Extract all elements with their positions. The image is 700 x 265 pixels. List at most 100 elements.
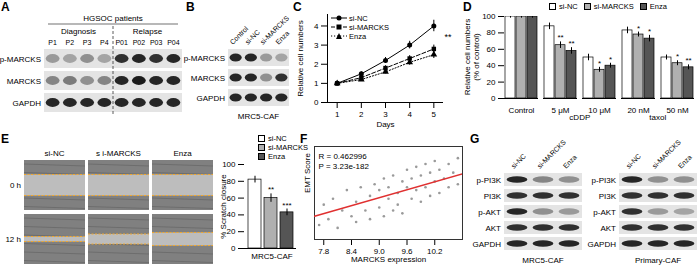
svg-text:3: 3: [383, 110, 388, 119]
svg-text:GAPDH: GAPDH: [13, 99, 42, 108]
svg-text:12 h: 12 h: [5, 235, 21, 244]
svg-text:si-NC: si-NC: [244, 28, 261, 45]
svg-text:P3: P3: [83, 39, 92, 46]
svg-text:AKT: AKT: [485, 224, 501, 233]
svg-text:*: *: [637, 24, 640, 33]
svg-text:0: 0: [491, 94, 496, 103]
svg-text:si-MARCKS: si-MARCKS: [650, 138, 683, 170]
svg-text:GAPDH: GAPDH: [473, 240, 502, 249]
svg-text:20: 20: [226, 227, 236, 237]
svg-text:**: **: [685, 56, 691, 65]
svg-text:*: *: [609, 55, 612, 64]
svg-text:si-NC: si-NC: [625, 152, 642, 169]
svg-text:10.2: 10.2: [427, 247, 443, 256]
svg-text:**: **: [568, 39, 574, 48]
svg-text:Days: Days: [376, 120, 394, 129]
svg-text:GAPDH: GAPDH: [588, 240, 617, 249]
svg-text:Relapse: Relapse: [133, 27, 163, 36]
svg-text:(% of control): (% of control): [472, 33, 481, 81]
svg-text:P02: P02: [133, 39, 146, 46]
svg-text:EMT Score: EMT Score: [303, 153, 312, 193]
svg-text:Enza: Enza: [173, 149, 192, 158]
svg-text:*: *: [598, 59, 601, 68]
svg-text:HGSOC patients: HGSOC patients: [83, 14, 143, 23]
svg-text:Control: Control: [228, 24, 250, 46]
svg-text:Control: Control: [509, 106, 535, 115]
svg-text:*: *: [676, 52, 679, 61]
svg-text:si-NC: si-NC: [45, 149, 65, 158]
svg-text:p-AKT: p-AKT: [478, 208, 501, 217]
svg-text:Relative cell numbers: Relative cell numbers: [296, 20, 305, 96]
svg-text:Diagnosis: Diagnosis: [61, 27, 96, 36]
svg-text:4: 4: [407, 110, 412, 119]
svg-text:p-AKT: p-AKT: [593, 208, 616, 217]
svg-text:p-PI3K: p-PI3K: [477, 176, 502, 185]
svg-text:MARCKS expression: MARCKS expression: [351, 255, 426, 264]
svg-text:p-PI3K: p-PI3K: [592, 176, 617, 185]
svg-text:5 μM: 5 μM: [552, 106, 570, 115]
svg-text:MRC5-CAF: MRC5-CAF: [238, 112, 279, 121]
svg-text:60: 60: [226, 193, 236, 203]
svg-text:50 nM: 50 nM: [666, 106, 689, 115]
svg-text:0: 0: [231, 244, 236, 253]
svg-text:si-MARCKS: si-MARCKS: [259, 14, 291, 46]
svg-text:PI3K: PI3K: [484, 192, 502, 201]
svg-text:10 μM: 10 μM: [588, 106, 611, 115]
svg-text:2: 2: [359, 110, 364, 119]
svg-text:20: 20: [487, 78, 496, 87]
svg-text:AKT: AKT: [600, 224, 616, 233]
svg-text:1: 1: [314, 79, 319, 88]
svg-text:taxol: taxol: [649, 113, 666, 122]
svg-text:p-MARCKS: p-MARCKS: [0, 55, 41, 64]
svg-text:40: 40: [487, 61, 496, 70]
svg-text:9.0: 9.0: [373, 247, 385, 257]
svg-text:2: 2: [314, 60, 319, 69]
svg-text:80: 80: [487, 28, 496, 37]
svg-text:PI3K: PI3K: [599, 192, 617, 201]
svg-text:P4: P4: [100, 39, 109, 46]
svg-text:P = 3.23e-182: P = 3.23e-182: [319, 162, 370, 171]
svg-text:p-MARCKS: p-MARCKS: [184, 54, 225, 63]
svg-text:***: ***: [282, 201, 291, 210]
svg-text:P01: P01: [115, 39, 128, 46]
svg-text:% Scratch closure: % Scratch closure: [219, 174, 228, 239]
svg-text:MRC5-CAF: MRC5-CAF: [522, 256, 563, 265]
svg-text:R = 0.462996: R = 0.462996: [319, 152, 368, 161]
svg-text:8.4: 8.4: [345, 247, 358, 257]
svg-text:P2: P2: [66, 39, 75, 46]
html-text:G: G: [470, 132, 480, 146]
svg-text:40: 40: [226, 210, 236, 220]
svg-text:si-NC: si-NC: [510, 152, 527, 169]
svg-text:MARCKS: MARCKS: [191, 74, 225, 83]
svg-text:Primary-CAF: Primary-CAF: [635, 256, 681, 265]
svg-text:5: 5: [432, 110, 437, 119]
svg-text:**: **: [268, 185, 274, 194]
svg-text:si-MARCKS: si-MARCKS: [535, 138, 568, 170]
svg-text:Relative cell numbers: Relative cell numbers: [463, 19, 472, 95]
svg-text:7.8: 7.8: [318, 247, 330, 256]
svg-text:P1: P1: [48, 39, 57, 46]
svg-text:Enza: Enza: [274, 29, 290, 45]
svg-text:cDDP: cDDP: [569, 113, 590, 122]
svg-text:1: 1: [335, 110, 340, 119]
svg-text:Enza: Enza: [677, 153, 693, 169]
svg-text:0 h: 0 h: [10, 181, 21, 190]
svg-text:9.6: 9.6: [401, 247, 413, 257]
svg-text:100: 100: [482, 12, 496, 21]
svg-text:GAPDH: GAPDH: [197, 94, 226, 103]
svg-text:100: 100: [222, 160, 236, 169]
svg-text:P03: P03: [150, 39, 163, 46]
svg-text:Enza: Enza: [562, 153, 578, 169]
svg-text:3: 3: [314, 41, 319, 50]
svg-text:60: 60: [487, 45, 496, 54]
svg-text:*: *: [648, 27, 651, 36]
svg-text:0: 0: [314, 98, 319, 107]
svg-text:MARCKS: MARCKS: [7, 77, 41, 86]
svg-text:P04: P04: [167, 39, 180, 46]
svg-text:80: 80: [226, 176, 236, 186]
svg-text:s i-MARCKS: s i-MARCKS: [96, 149, 141, 158]
svg-text:20 nM: 20 nM: [627, 106, 650, 115]
svg-text:**: **: [445, 32, 453, 42]
svg-text:4: 4: [314, 22, 319, 31]
svg-text:**: **: [557, 33, 563, 42]
